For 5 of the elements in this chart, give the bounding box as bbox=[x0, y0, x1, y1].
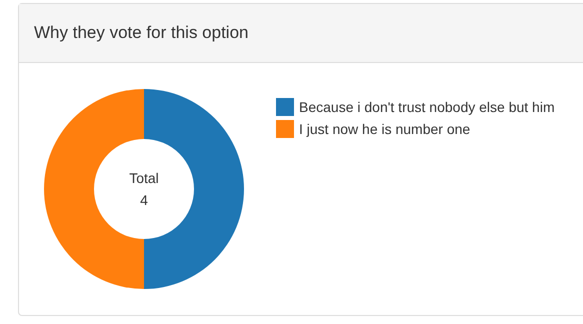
legend-label: Because i don't trust nobody else but him bbox=[299, 99, 555, 115]
text: 4 bbox=[140, 192, 148, 208]
legend-label: I just now he is number one bbox=[299, 121, 470, 137]
chart-title: Why they vote for this option bbox=[19, 4, 583, 63]
text: Total bbox=[129, 170, 159, 186]
